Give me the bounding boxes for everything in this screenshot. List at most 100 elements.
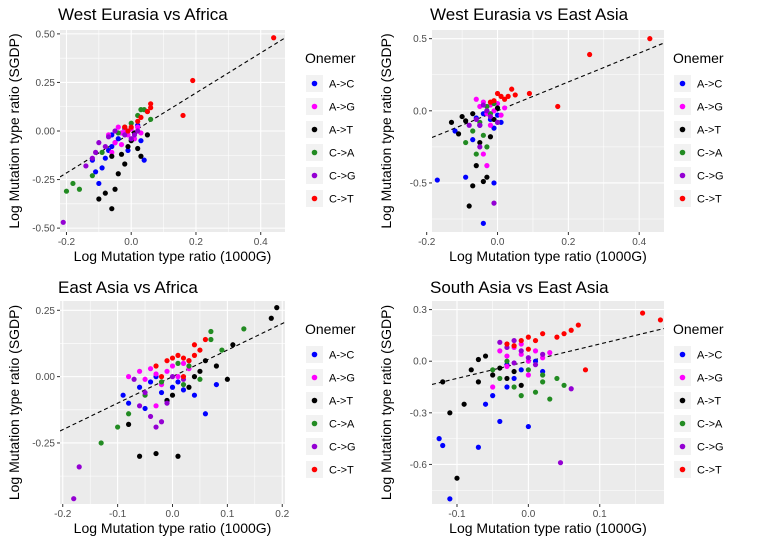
legend-label: C->A (329, 419, 355, 431)
legend-key-dot (679, 420, 686, 427)
legend-key-dot (679, 149, 686, 156)
legend-key-dot (679, 172, 686, 179)
y-tick-label: -0.6 (410, 460, 428, 471)
legend: Onemer A->C A->G A->T C->A C->G C->T (305, 50, 356, 207)
point-c-to-t (135, 118, 141, 124)
point-c-to-g (568, 386, 574, 392)
x-tick-label: -0.2 (58, 237, 76, 248)
point-c-to-g (105, 134, 112, 140)
point-a-to-t (144, 132, 151, 138)
point-c-to-t (647, 36, 653, 42)
point-c-to-t (494, 90, 501, 97)
point-a-to-c (463, 174, 469, 180)
point-a-to-g (532, 348, 539, 354)
point-c-to-t (271, 35, 277, 41)
scatter-panel-4: South Asia vs East Asia -0.1 0.0 0.1 -0.6 -0.… (378, 278, 724, 536)
point-c-to-t (180, 112, 186, 119)
point-a-to-t (109, 206, 115, 212)
point-c-to-t (498, 93, 504, 99)
point-c-to-t (657, 317, 664, 323)
point-c-to-a (484, 144, 490, 150)
point-c-to-t (125, 128, 131, 134)
point-c-to-t (169, 355, 176, 361)
x-tick-label: 0.0 (124, 237, 138, 248)
point-a-to-t (125, 421, 132, 427)
x-axis-label: Log Mutation type ratio (1000G) (449, 248, 647, 264)
point-c-to-g (497, 339, 503, 345)
point-a-to-t (497, 365, 503, 371)
legend-title: Onemer (305, 321, 356, 337)
point-c-to-a (89, 173, 95, 179)
point-c-to-g (557, 460, 564, 466)
point-c-to-a (504, 358, 510, 364)
point-a-to-t (491, 116, 497, 123)
point-a-to-t (463, 118, 469, 124)
point-a-to-t (153, 450, 159, 457)
point-c-to-g (89, 155, 95, 161)
point-a-to-t (186, 384, 192, 390)
plot-background (432, 30, 664, 232)
legend-label: A->C (697, 79, 722, 91)
point-c-to-t (175, 352, 181, 358)
point-c-to-t (504, 341, 510, 347)
panel-title: South Asia vs East Asia (430, 278, 609, 297)
legend-key-dot (311, 80, 318, 87)
point-c-to-g (135, 128, 141, 134)
data-points (436, 310, 664, 502)
point-c-to-g (518, 348, 524, 354)
x-tick-label: 0.0 (521, 509, 535, 520)
x-tick-label: 0.2 (189, 237, 203, 248)
point-a-to-c (115, 136, 121, 142)
point-a-to-c (147, 379, 154, 385)
point-c-to-a (554, 375, 560, 382)
point-a-to-c (447, 496, 453, 502)
point-c-to-a (561, 382, 567, 388)
point-a-to-g (491, 108, 497, 114)
point-c-to-t (518, 337, 524, 344)
point-c-to-t (122, 124, 128, 130)
point-c-to-t (202, 336, 209, 343)
point-c-to-t (180, 374, 187, 380)
point-a-to-t (482, 353, 489, 359)
point-a-to-t (191, 374, 198, 380)
fit-line (432, 327, 664, 385)
point-c-to-g (473, 116, 479, 123)
point-a-to-c (109, 143, 115, 150)
point-c-to-t (191, 352, 198, 358)
legend: Onemer A->C A->G A->T C->A C->G C->T (673, 50, 724, 207)
point-a-to-t (461, 401, 467, 407)
point-c-to-t (511, 343, 517, 349)
point-a-to-t (136, 453, 143, 459)
point-c-to-g (131, 132, 138, 138)
point-c-to-a (547, 396, 553, 402)
point-a-to-t (169, 392, 176, 398)
point-c-to-g (93, 149, 99, 155)
legend-label: C->T (697, 194, 722, 206)
point-c-to-g (484, 108, 490, 114)
point-c-to-t (153, 363, 159, 369)
point-c-to-a (128, 120, 134, 126)
point-a-to-t (504, 375, 510, 382)
point-a-to-c (452, 128, 458, 134)
point-c-to-g (76, 464, 82, 470)
point-c-to-a (480, 132, 486, 138)
legend-label: A->T (329, 396, 353, 408)
point-a-to-c (136, 384, 143, 390)
point-a-to-g (135, 124, 141, 130)
point-c-to-t (512, 92, 518, 98)
point-a-to-t (138, 153, 144, 159)
point-c-to-g (480, 102, 486, 108)
point-c-to-g (136, 403, 143, 409)
point-a-to-g (169, 363, 176, 369)
y-tick-label: 0.0 (413, 106, 427, 117)
legend-key-dot (311, 195, 318, 202)
point-c-to-a (98, 440, 104, 446)
point-c-to-a (125, 411, 132, 417)
legend-label: C->G (697, 442, 724, 454)
point-c-to-a (208, 336, 214, 343)
legend-key-dot (311, 397, 318, 404)
point-c-to-t (148, 101, 154, 107)
point-c-to-g (491, 200, 497, 206)
point-c-to-t (509, 86, 515, 92)
point-a-to-g (112, 140, 118, 146)
